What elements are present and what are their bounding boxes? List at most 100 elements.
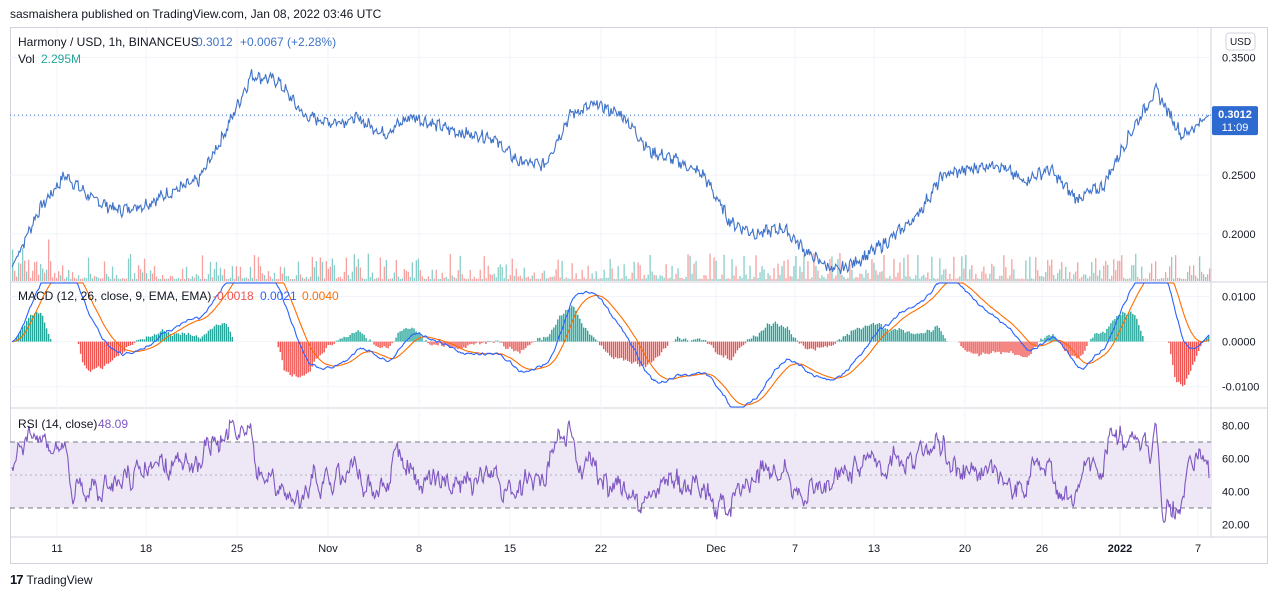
- volume-bar: [803, 255, 805, 281]
- macd-hist-bar: [958, 341, 960, 343]
- volume-bar: [317, 276, 319, 281]
- volume-bar: [1163, 278, 1165, 281]
- volume-bar: [495, 277, 497, 281]
- volume-bar: [26, 271, 28, 281]
- macd-hist-bar: [738, 341, 741, 348]
- volume-bar: [929, 279, 931, 281]
- macd-hist-bar: [1122, 311, 1124, 342]
- volume-bar: [1087, 278, 1089, 281]
- volume-bar: [611, 268, 613, 281]
- macd-hist-bar: [543, 336, 545, 342]
- macd-hist-bar: [179, 334, 182, 342]
- macd-hist-bar: [457, 341, 459, 350]
- volume-bar: [469, 270, 471, 281]
- volume-bar: [441, 272, 443, 281]
- y-tick-label: 0.3500: [1222, 52, 1256, 64]
- currency-button[interactable]: [1225, 32, 1256, 51]
- volume-bar: [213, 269, 216, 281]
- volume-bar: [773, 268, 775, 281]
- volume-bar: [157, 279, 160, 281]
- macd-hist-bar: [726, 341, 729, 359]
- volume-bar: [979, 279, 981, 281]
- volume-bar: [437, 279, 439, 281]
- volume-bar: [949, 273, 951, 281]
- volume-bar: [127, 258, 130, 281]
- macd-hist-bar: [1194, 341, 1196, 362]
- macd-hist-bar: [850, 330, 852, 342]
- volume-bar: [97, 277, 100, 281]
- macd-label[interactable]: MACD (12, 26, close, 9, EMA, EMA): [18, 289, 211, 303]
- volume-bar: [331, 258, 333, 281]
- volume-bar: [1079, 278, 1081, 281]
- macd-hist-bar: [1068, 341, 1070, 354]
- macd-hist-bar: [343, 336, 345, 342]
- volume-bar: [283, 267, 286, 281]
- volume-bar: [657, 278, 659, 281]
- macd-hist-bar: [826, 341, 828, 348]
- rsi-label[interactable]: RSI (14, close): [18, 417, 97, 431]
- volume-bar: [533, 272, 535, 281]
- volume-bar: [637, 262, 639, 281]
- macd-hist-bar: [1024, 341, 1026, 358]
- volume-bar: [367, 253, 369, 281]
- vol-label[interactable]: Vol: [18, 52, 35, 66]
- volume-bar: [133, 273, 136, 281]
- macd-hist-bar: [736, 341, 739, 351]
- volume-bar: [939, 258, 941, 281]
- macd-hist-bar: [503, 341, 505, 347]
- volume-bar: [361, 278, 363, 281]
- macd-hist-bar: [559, 315, 561, 342]
- symbol-label[interactable]: Harmony / USD, 1h, BINANCEUS: [18, 35, 199, 49]
- macd-hist-bar: [379, 341, 381, 348]
- macd-hist-bar: [429, 341, 431, 345]
- volume-bar: [273, 272, 276, 281]
- volume-bar: [251, 278, 254, 281]
- volume-bar: [1077, 262, 1079, 281]
- volume-bar: [911, 279, 913, 281]
- volume-bar: [875, 270, 877, 281]
- macd-hist-bar: [1076, 341, 1078, 359]
- volume-bar: [281, 273, 284, 281]
- volume-bar: [1181, 278, 1183, 281]
- volume-bar: [241, 278, 244, 281]
- volume-bar: [499, 264, 501, 281]
- volume-bar: [1111, 275, 1113, 281]
- x-tick-label: Nov: [318, 543, 338, 555]
- macd-hist-bar: [41, 315, 44, 342]
- macd-hist-bar: [684, 338, 687, 342]
- macd-hist-bar: [1126, 314, 1128, 342]
- volume-bar: [32, 270, 34, 281]
- volume-bar: [705, 275, 707, 281]
- macd-hist-bar: [583, 327, 585, 342]
- macd-hist-bar: [724, 341, 727, 356]
- volume-bar: [557, 259, 559, 281]
- macd-hist-bar: [507, 341, 509, 349]
- volume-bar: [109, 278, 112, 281]
- volume-bar: [959, 276, 961, 281]
- volume-bar: [357, 259, 359, 281]
- volume-bar: [767, 273, 769, 281]
- volume-bar: [665, 264, 667, 281]
- macd-hist-bar: [962, 341, 964, 348]
- volume-bar: [1159, 279, 1161, 281]
- macd-hist-bar: [315, 341, 317, 359]
- tradingview-logo[interactable]: 17 TradingView: [10, 572, 93, 587]
- chart-frame[interactable]: [10, 27, 1268, 564]
- macd-hist-bar: [656, 341, 659, 357]
- volume-bar: [123, 278, 126, 281]
- macd-hist-bar: [870, 324, 872, 342]
- volume-bar: [777, 263, 779, 281]
- volume-bar: [1101, 278, 1103, 281]
- macd-hist-bar: [692, 339, 695, 342]
- volume-bar: [221, 275, 224, 281]
- macd-hist-bar: [133, 341, 136, 343]
- macd-hist-bar: [708, 341, 711, 345]
- volume-bar: [375, 278, 377, 281]
- macd-hist-bar: [1064, 341, 1066, 352]
- volume-bar: [261, 273, 264, 281]
- volume-bar: [1081, 276, 1083, 281]
- volume-bar: [185, 266, 188, 281]
- macd-hist-bar: [143, 339, 146, 342]
- volume-bar: [991, 263, 993, 281]
